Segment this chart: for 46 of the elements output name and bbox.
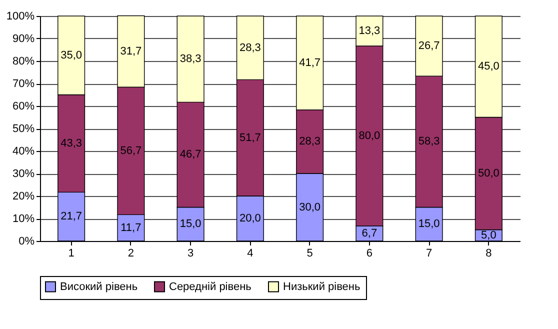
data-label: 51,7: [239, 132, 261, 144]
data-label: 28,3: [299, 136, 321, 148]
y-tick-label: 80%: [12, 56, 35, 68]
data-label: 15,0: [180, 218, 202, 230]
data-label: 58,3: [418, 136, 440, 148]
data-label: 30,0: [299, 201, 321, 214]
y-tick-label: 10%: [12, 213, 35, 225]
legend-label: Високий рівень: [60, 280, 138, 293]
data-label: 45,0: [478, 60, 500, 73]
x-tick-label: 6: [366, 248, 373, 260]
data-label: 21,7: [60, 210, 82, 223]
x-tick-label: 4: [247, 248, 254, 260]
data-label: 13,3: [358, 24, 380, 37]
y-tick-label: 20%: [12, 190, 35, 202]
legend-label: Середній рівень: [169, 280, 252, 293]
y-tick-label: 60%: [12, 100, 35, 112]
y-tick-label: 40%: [12, 146, 35, 158]
x-tick-label: 2: [128, 248, 134, 260]
data-label: 26,7: [418, 40, 440, 52]
data-label: 38,3: [180, 53, 202, 66]
y-tick-label: 90%: [12, 33, 35, 45]
data-label: 11,7: [120, 222, 142, 234]
data-label: 50,0: [478, 168, 500, 180]
x-tick-label: 5: [306, 248, 313, 260]
legend-label: Низький рівень: [283, 280, 360, 293]
data-label: 20,0: [239, 212, 261, 224]
data-label: 43,3: [60, 137, 82, 150]
data-label: 6,7: [362, 227, 378, 240]
y-tick-label: 30%: [12, 168, 35, 180]
x-tick-label: 8: [486, 248, 492, 260]
y-tick-label: 50%: [12, 123, 35, 135]
x-tick-label: 7: [426, 248, 432, 260]
data-label: 31,7: [120, 45, 142, 58]
y-tick-label: 0%: [18, 236, 35, 248]
data-label: 41,7: [299, 56, 321, 69]
data-label: 5,0: [481, 229, 496, 242]
data-label: 28,3: [239, 42, 261, 54]
data-label: 15,0: [418, 218, 440, 230]
data-label: 46,7: [180, 148, 202, 161]
data-label: 56,7: [120, 144, 142, 157]
data-label: 80,0: [358, 130, 380, 142]
data-label: 35,0: [60, 49, 82, 62]
x-tick-label: 3: [187, 248, 194, 260]
x-tick-label: 1: [68, 248, 74, 260]
y-tick-label: 100%: [6, 10, 35, 22]
y-tick-label: 70%: [12, 78, 35, 90]
